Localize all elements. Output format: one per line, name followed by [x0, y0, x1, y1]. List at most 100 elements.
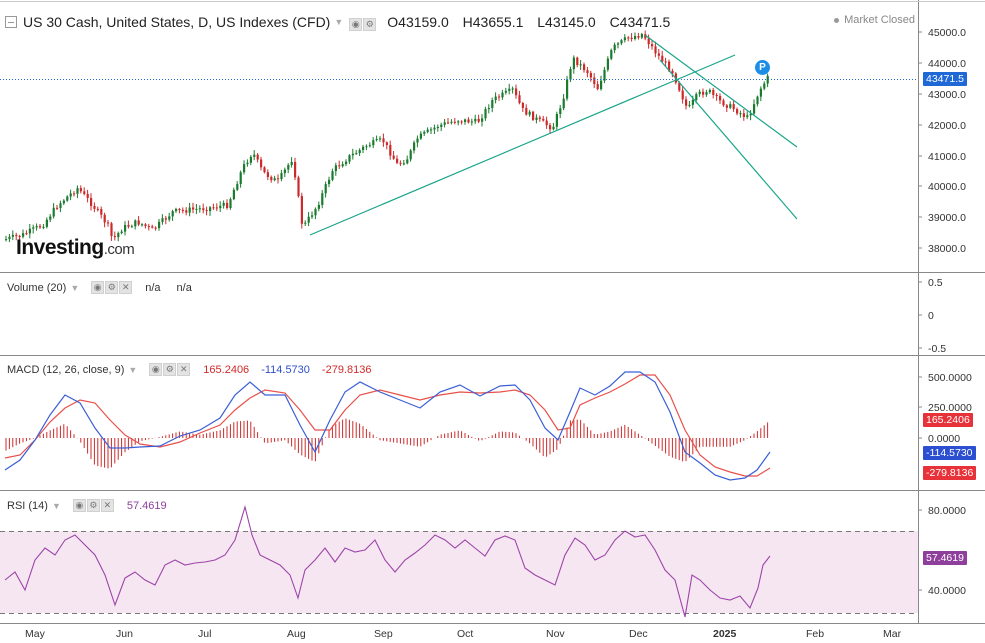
eye-icon[interactable]: ◉ [91, 281, 105, 294]
candle-body [11, 234, 14, 237]
candle-body [436, 126, 439, 128]
candle-body [175, 209, 178, 212]
candle-body [606, 58, 609, 70]
candle-body [147, 226, 150, 228]
candle-body [382, 138, 385, 143]
candle-body [22, 233, 25, 237]
candle-body [759, 88, 762, 97]
candle-body [358, 149, 361, 154]
candle-body [722, 100, 725, 106]
support-trendline [309, 54, 736, 236]
candle-body [321, 193, 324, 205]
chevron-down-icon[interactable]: ▼ [70, 282, 80, 293]
candle-body [362, 146, 365, 150]
candle-body [416, 138, 419, 143]
candle-body [270, 176, 273, 181]
candle-body [613, 44, 616, 51]
candle-body [375, 139, 378, 141]
candle-body [130, 226, 133, 228]
candle-body [586, 70, 589, 74]
eye-icon[interactable]: ◉ [349, 17, 363, 31]
chevron-down-icon[interactable]: ▼ [51, 500, 61, 511]
candle-body [134, 220, 137, 227]
candle-body [593, 77, 596, 85]
candle-body [515, 88, 518, 96]
candle-body [154, 227, 157, 229]
candle-body [749, 113, 752, 116]
time-tick: Nov [546, 628, 565, 640]
candle-body [39, 226, 42, 228]
candle-body [545, 120, 548, 126]
instrument-title[interactable]: US 30 Cash, United States, D, US Indexes… [23, 14, 331, 30]
candle-body [181, 209, 184, 211]
candle-body [96, 208, 99, 210]
pin-marker-icon[interactable]: P [755, 60, 770, 75]
gear-icon[interactable]: ⚙ [163, 363, 177, 376]
candle-body [525, 107, 528, 115]
candle-body [572, 57, 575, 70]
rsi-value: 57.4619 [126, 499, 167, 512]
time-tick: Sep [374, 628, 393, 640]
candle-body [535, 117, 538, 120]
candle-body [430, 129, 433, 131]
candle-body [280, 173, 283, 180]
candle-body [307, 216, 310, 223]
candle-body [15, 234, 18, 237]
candle-body [49, 216, 52, 220]
macd-tools: ◉ ⚙ ✕ [149, 363, 191, 376]
candle-body [124, 224, 127, 232]
candle-body [178, 209, 181, 211]
price-tick: 45000.0 [928, 27, 966, 39]
chart-type-icon[interactable] [5, 16, 17, 28]
candle-body [753, 104, 756, 114]
chevron-down-icon[interactable]: ▼ [334, 17, 344, 27]
eye-icon[interactable]: ◉ [149, 363, 163, 376]
candle-body [297, 177, 300, 197]
candle-body [331, 171, 334, 180]
candle-body [66, 196, 69, 201]
volume-value: n/a [145, 281, 161, 294]
candle-body [474, 118, 477, 122]
gear-icon[interactable]: ⚙ [86, 499, 100, 512]
close-icon[interactable]: ✕ [177, 363, 191, 376]
candle-body [69, 193, 72, 197]
time-tick: Oct [457, 628, 474, 640]
candle-body [161, 218, 164, 222]
candle-body [426, 129, 429, 132]
candle-body [168, 216, 171, 220]
candle-body [90, 197, 93, 206]
market-status-label: Market Closed [844, 14, 915, 26]
macd-tick: 500.0000 [928, 372, 972, 384]
rsi-label[interactable]: RSI (14) [7, 499, 48, 512]
close-icon[interactable]: ✕ [119, 281, 133, 294]
gear-icon[interactable]: ⚙ [105, 281, 119, 294]
candle-body [576, 57, 579, 65]
candle-body [504, 90, 507, 93]
candle-body [283, 169, 286, 174]
chevron-down-icon[interactable]: ▼ [128, 364, 138, 375]
candle-body [287, 164, 290, 170]
candle-body [246, 162, 249, 165]
candle-body [681, 90, 684, 100]
candle-body [334, 165, 337, 172]
candle-body [219, 205, 222, 209]
candle-body [501, 92, 504, 98]
candle-body [555, 114, 558, 127]
macd-label[interactable]: MACD (12, 26, close, 9) [7, 363, 125, 376]
candle-body [236, 184, 239, 190]
candle-body [379, 138, 382, 140]
macd-tick: 0.0000 [928, 433, 961, 445]
candle-body [79, 188, 82, 192]
candle-body [385, 142, 388, 146]
volume-label[interactable]: Volume (20) [7, 281, 67, 294]
candle-body [351, 153, 354, 156]
volume-tick: -0.5 [928, 343, 947, 355]
candle-body [596, 84, 599, 90]
candle-body [518, 95, 521, 103]
close-icon[interactable]: ✕ [100, 499, 114, 512]
gear-icon[interactable]: ⚙ [363, 17, 377, 31]
eye-icon[interactable]: ◉ [72, 499, 86, 512]
candle-body [457, 121, 460, 123]
candle-body [35, 226, 38, 228]
